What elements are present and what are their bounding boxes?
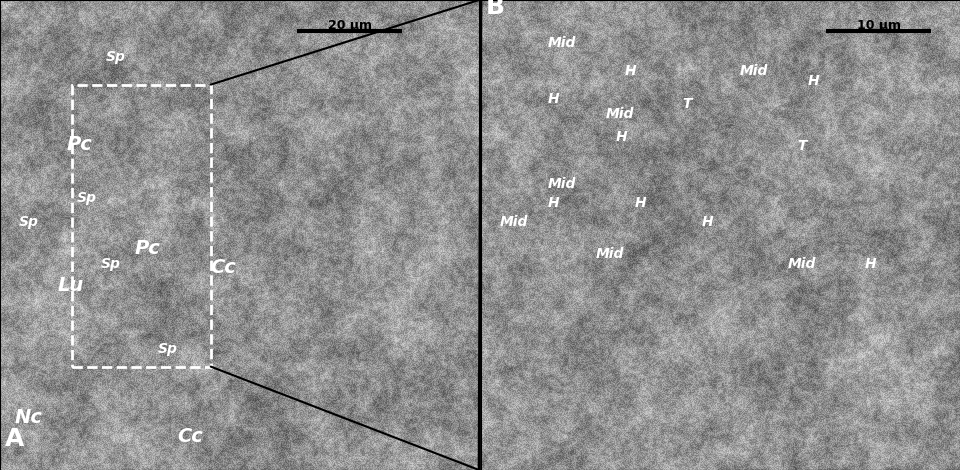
- Text: Sp: Sp: [158, 342, 178, 355]
- Text: Mid: Mid: [548, 177, 577, 191]
- Text: H: H: [625, 64, 636, 78]
- Text: H: H: [635, 196, 646, 210]
- Text: Mid: Mid: [500, 215, 529, 228]
- Text: Mid: Mid: [606, 107, 635, 120]
- Text: H: H: [702, 215, 713, 228]
- Text: T: T: [683, 97, 692, 111]
- Text: H: H: [548, 93, 560, 106]
- Text: 10 μm: 10 μm: [856, 19, 900, 32]
- Text: Mid: Mid: [596, 248, 625, 261]
- Text: Mid: Mid: [740, 64, 769, 78]
- Text: Sp: Sp: [19, 215, 39, 228]
- Text: Sp: Sp: [101, 257, 120, 271]
- Text: Mid: Mid: [788, 257, 817, 271]
- Text: B: B: [486, 0, 505, 19]
- Text: H: H: [865, 257, 876, 271]
- Text: Cc: Cc: [178, 427, 203, 446]
- Text: T: T: [798, 140, 807, 153]
- Text: H: H: [548, 196, 560, 210]
- Text: H: H: [615, 130, 627, 144]
- Text: Nc: Nc: [14, 408, 42, 427]
- Text: H: H: [807, 74, 819, 87]
- Text: Sp: Sp: [106, 50, 125, 64]
- Text: Sp: Sp: [77, 191, 97, 205]
- Text: A: A: [5, 427, 24, 451]
- Text: Cc: Cc: [211, 258, 236, 277]
- Text: Lu: Lu: [58, 276, 84, 296]
- Text: Mid: Mid: [548, 36, 577, 50]
- Text: Pc: Pc: [67, 135, 93, 155]
- Text: Pc: Pc: [134, 239, 160, 258]
- Text: 20 μm: 20 μm: [327, 19, 372, 32]
